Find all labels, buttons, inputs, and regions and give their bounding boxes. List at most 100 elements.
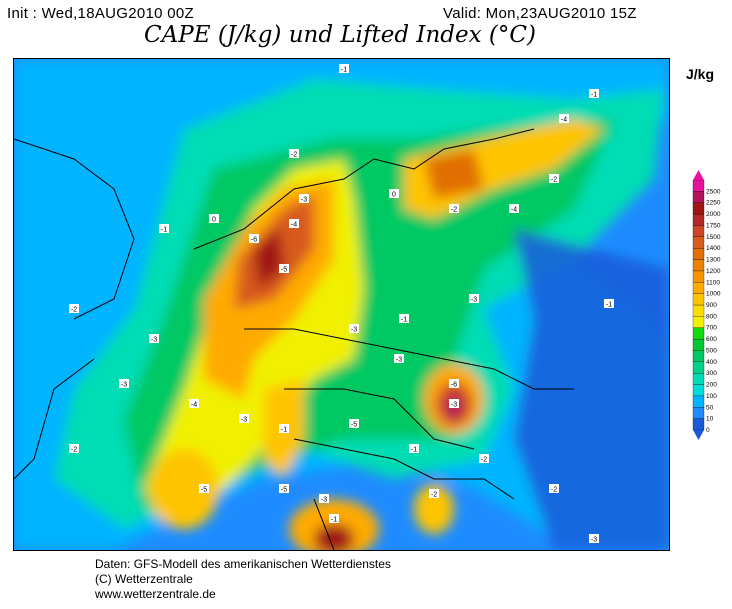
svg-text:-5: -5 [281, 487, 287, 494]
lifted-index-label: -3 [469, 294, 479, 304]
lifted-index-label: -3 [119, 379, 129, 389]
lifted-index-label: -3 [149, 334, 159, 344]
legend-swatch [692, 373, 705, 385]
legend-label: 1400 [706, 245, 721, 252]
legend-label: 1000 [706, 291, 721, 298]
legend-unit: J/kg [686, 66, 715, 82]
svg-text:-6: -6 [451, 382, 457, 389]
lifted-index-label: -2 [449, 204, 459, 214]
legend-swatch [692, 282, 705, 294]
lifted-index-label: -1 [329, 514, 339, 524]
lifted-index-label: -2 [289, 149, 299, 159]
footer-url: www.wetterzentrale.de [95, 587, 216, 601]
svg-text:-3: -3 [351, 327, 357, 334]
svg-text:-4: -4 [511, 207, 517, 214]
footer-source: Daten: GFS-Modell des amerikanischen Wet… [95, 557, 391, 571]
legend-label: 2000 [706, 211, 721, 218]
legend-label: 1200 [706, 268, 721, 275]
legend-swatch [692, 304, 705, 317]
legend-label: 10 [706, 416, 714, 423]
legend-swatch [692, 338, 705, 351]
footer-copyright: (C) Wetterzentrale [95, 572, 193, 586]
lifted-index-label: -4 [509, 204, 519, 214]
lifted-index-label: -5 [279, 484, 289, 494]
lifted-index-label: -2 [549, 484, 559, 494]
svg-text:-5: -5 [201, 487, 207, 494]
legend-label: 300 [706, 370, 717, 377]
legend-swatch [692, 236, 705, 249]
legend-label: 0 [706, 427, 710, 434]
lifted-index-label: -6 [249, 234, 259, 244]
svg-text:-2: -2 [551, 487, 557, 494]
svg-text:-1: -1 [401, 317, 407, 324]
legend-swatch [692, 361, 705, 374]
legend-label: 2500 [706, 188, 721, 195]
lifted-index-label: -3 [394, 354, 404, 364]
legend-max-arrow [693, 170, 704, 180]
lifted-index-label: -6 [449, 379, 459, 389]
lifted-index-label: -1 [589, 89, 599, 99]
lifted-index-label: -4 [189, 399, 199, 409]
legend-label: 500 [706, 347, 717, 354]
svg-text:-4: -4 [291, 222, 297, 229]
svg-text:-2: -2 [481, 457, 487, 464]
svg-text:-2: -2 [451, 207, 457, 214]
legend-label: 1750 [706, 222, 721, 229]
legend-swatch [692, 248, 705, 260]
valid-time: Valid: Mon,23AUG2010 15Z [443, 5, 637, 22]
svg-text:-6: -6 [251, 237, 257, 244]
svg-text:-2: -2 [551, 177, 557, 184]
lifted-index-label: -3 [299, 194, 309, 204]
legend-swatch [692, 225, 705, 237]
legend-swatch [692, 213, 705, 226]
svg-text:-1: -1 [606, 302, 612, 309]
lifted-index-label: -1 [604, 299, 614, 309]
legend-swatch [692, 316, 705, 328]
svg-text:-2: -2 [71, 307, 77, 314]
lifted-index-label: -1 [159, 224, 169, 234]
legend-min-arrow [693, 430, 704, 440]
svg-text:-2: -2 [291, 152, 297, 159]
legend-label: 200 [706, 382, 717, 389]
legend-label: 1300 [706, 257, 721, 264]
svg-text:-1: -1 [411, 447, 417, 454]
lifted-index-label: -3 [239, 414, 249, 424]
lifted-index-label: 0 [209, 214, 219, 224]
lifted-index-label: -3 [349, 324, 359, 334]
svg-text:-5: -5 [351, 422, 357, 429]
color-legend: 0 10 50 100 200 300 400 500 600 700 800 900 1000 1100… [692, 170, 721, 440]
legend-swatch [692, 293, 705, 306]
svg-text:-3: -3 [591, 537, 597, 544]
lifted-index-label: -3 [319, 494, 329, 504]
lifted-index-label: -1 [399, 314, 409, 324]
svg-text:-1: -1 [341, 67, 347, 74]
svg-text:-3: -3 [151, 337, 157, 344]
legend-swatch [692, 259, 705, 272]
svg-text:-4: -4 [191, 402, 197, 409]
legend-swatch [692, 418, 705, 431]
svg-text:-3: -3 [241, 417, 247, 424]
legend-label: 50 [706, 404, 714, 411]
svg-text:-2: -2 [71, 447, 77, 454]
legend-label: 1500 [706, 234, 721, 241]
legend-swatch [692, 191, 705, 203]
svg-text:0: 0 [212, 217, 216, 224]
lifted-index-label: 0 [389, 189, 399, 199]
legend-label: 100 [706, 393, 717, 400]
legend-label: 600 [706, 336, 717, 343]
chart-title: CAPE (J/kg) und Lifted Index (°C) [144, 22, 536, 48]
legend-label: 900 [706, 302, 717, 309]
lifted-index-label: -5 [279, 264, 289, 274]
lifted-index-label: -4 [559, 114, 569, 124]
svg-text:-4: -4 [561, 117, 567, 124]
legend-swatch [692, 270, 705, 283]
svg-text:-3: -3 [321, 497, 327, 504]
svg-text:-1: -1 [331, 517, 337, 524]
svg-text:0: 0 [392, 192, 396, 199]
legend-label: 800 [706, 313, 717, 320]
legend-swatch [692, 407, 705, 419]
lifted-index-label: -1 [409, 444, 419, 454]
svg-text:-1: -1 [281, 427, 287, 434]
svg-text:-3: -3 [396, 357, 402, 364]
legend-label: 400 [706, 359, 717, 366]
